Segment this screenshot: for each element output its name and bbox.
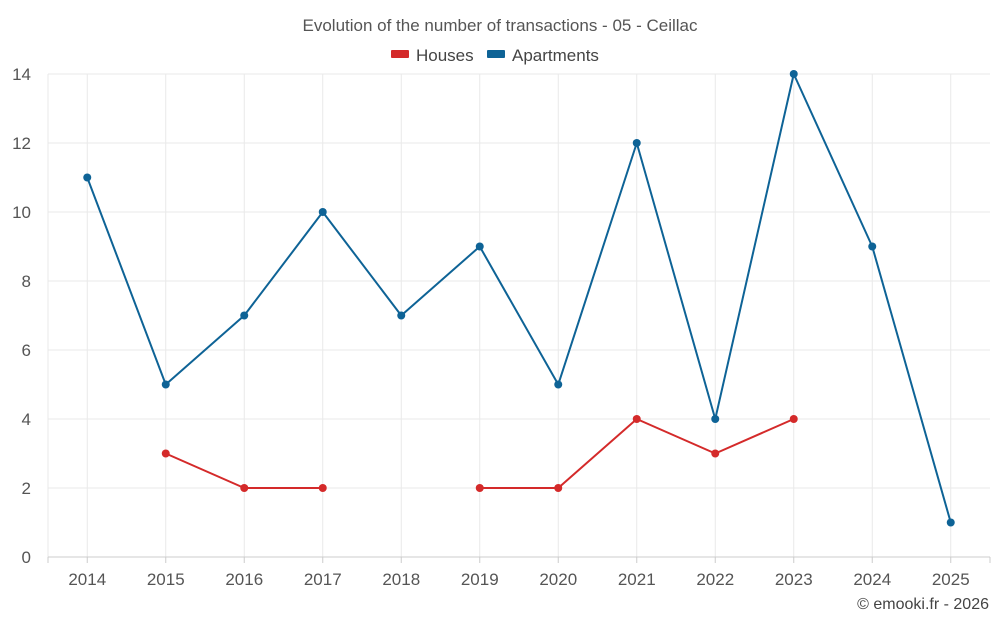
x-tick-label: 2024 <box>853 570 891 589</box>
data-point-apartments[interactable] <box>632 139 641 147</box>
data-point-apartments[interactable] <box>554 380 563 389</box>
data-point-apartments[interactable] <box>475 242 484 251</box>
x-tick-label: 2017 <box>304 570 342 589</box>
axes: 0 2 4 6 8 10 12 14 2014 2015 2016 2017 2018 2019 2020 2… <box>12 65 991 589</box>
grid <box>48 73 990 557</box>
data-point-houses[interactable] <box>240 484 249 492</box>
data-point-houses[interactable] <box>632 415 641 423</box>
x-tick-label: 2019 <box>461 570 499 589</box>
legend-item-apartments[interactable]: Apartments <box>487 46 599 65</box>
x-tick-label: 2020 <box>539 570 577 589</box>
y-tick-label: 4 <box>22 410 31 429</box>
legend-label-houses: Houses <box>416 46 474 65</box>
x-tick-label: 2016 <box>225 570 263 589</box>
data-point-houses[interactable] <box>789 415 798 423</box>
x-tick-label: 2025 <box>932 570 970 589</box>
x-tick-label: 2018 <box>382 570 420 589</box>
data-point-houses[interactable] <box>318 484 327 492</box>
y-tick-label: 6 <box>22 341 31 360</box>
data-point-apartments[interactable] <box>946 518 955 527</box>
y-tick-label: 14 <box>12 65 31 84</box>
data-point-apartments[interactable] <box>711 415 720 423</box>
series-apartments <box>83 70 955 527</box>
data-point-houses[interactable] <box>161 449 170 458</box>
legend-label-apartments: Apartments <box>512 46 599 65</box>
chart-title: Evolution of the number of transactions … <box>303 16 698 35</box>
data-point-houses[interactable] <box>711 449 720 458</box>
series <box>83 70 955 527</box>
data-point-apartments[interactable] <box>83 173 92 182</box>
data-point-apartments[interactable] <box>789 70 798 78</box>
y-tick-label: 8 <box>22 272 31 291</box>
legend-swatch-apartments <box>487 50 505 58</box>
data-point-apartments[interactable] <box>318 208 327 216</box>
data-point-apartments[interactable] <box>868 242 877 251</box>
x-tick-label: 2021 <box>618 570 656 589</box>
x-tick-label: 2015 <box>147 570 185 589</box>
y-tick-label: 0 <box>22 548 31 567</box>
y-tick-label: 2 <box>22 479 31 498</box>
data-point-houses[interactable] <box>554 484 563 492</box>
legend: Houses Apartments <box>391 46 599 65</box>
data-point-apartments[interactable] <box>240 311 249 320</box>
data-point-houses[interactable] <box>475 484 484 492</box>
legend-item-houses[interactable]: Houses <box>391 46 474 65</box>
series-line-apartments <box>86 73 952 523</box>
x-tick-label: 2014 <box>68 570 106 589</box>
x-tick-label: 2023 <box>775 570 813 589</box>
data-point-apartments[interactable] <box>397 311 406 320</box>
legend-swatch-houses <box>391 50 409 58</box>
series-houses <box>161 415 798 492</box>
x-tick-label: 2022 <box>696 570 734 589</box>
y-tick-label: 12 <box>12 134 31 153</box>
data-point-apartments[interactable] <box>161 380 170 389</box>
y-tick-label: 10 <box>12 203 31 222</box>
credit-text: © emooki.fr - 2026 <box>857 596 989 613</box>
